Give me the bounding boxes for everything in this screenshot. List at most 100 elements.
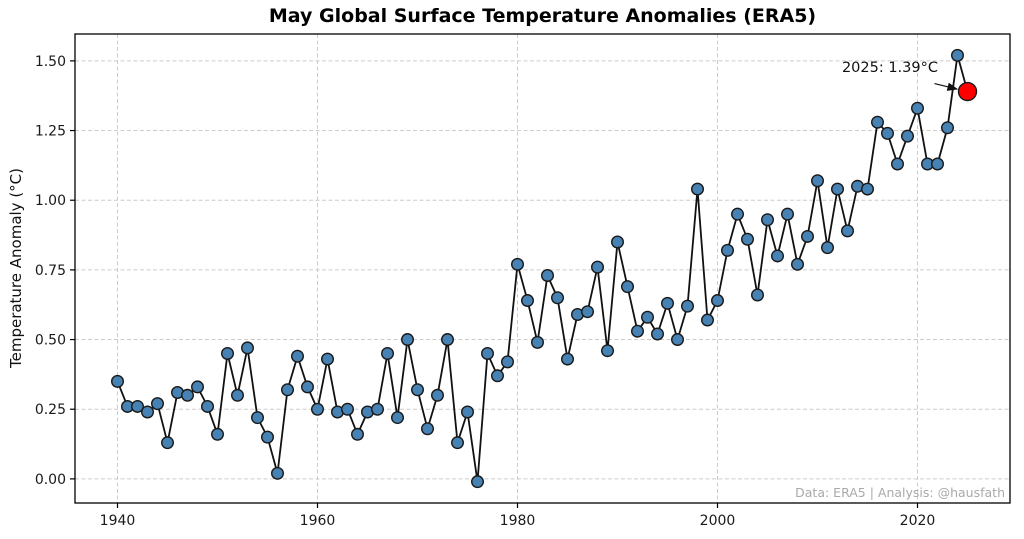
data-point (431, 388, 445, 402)
data-point (601, 344, 615, 358)
annotation-arrow (934, 82, 959, 91)
data-point (681, 299, 695, 313)
data-point (561, 352, 575, 366)
data-point (741, 232, 755, 246)
data-point (371, 402, 385, 416)
data-point (441, 333, 455, 347)
data-point (281, 383, 295, 397)
data-point (381, 346, 395, 360)
data-point (301, 380, 315, 394)
data-point (411, 383, 425, 397)
data-point (881, 126, 895, 140)
data-point (761, 213, 775, 227)
data-point (240, 341, 254, 355)
data-point (130, 399, 144, 413)
data-point (781, 207, 795, 221)
data-point (291, 349, 305, 363)
x-tick-label: 1960 (300, 513, 336, 529)
data-point (261, 430, 275, 444)
data-point (651, 327, 665, 341)
data-point (150, 397, 164, 411)
data-point (491, 369, 505, 383)
data-point (661, 296, 675, 310)
data-point (941, 121, 955, 135)
highlight-point-2025 (957, 81, 978, 102)
data-point (581, 305, 595, 319)
data-point (471, 475, 485, 489)
y-tick-label: 1.50 (35, 54, 66, 70)
data-point (451, 436, 465, 450)
data-point (801, 229, 815, 243)
data-point (250, 411, 264, 425)
data-point (861, 182, 875, 196)
data-point (551, 291, 565, 305)
y-tick-label: 0.25 (35, 402, 66, 418)
data-point (180, 388, 194, 402)
data-point (631, 324, 645, 338)
data-point (461, 405, 475, 419)
data-point (791, 257, 805, 271)
data-point (110, 374, 124, 388)
data-point (691, 182, 705, 196)
data-point (511, 257, 525, 271)
x-tick-label: 2000 (700, 513, 736, 529)
data-point (831, 182, 845, 196)
y-axis-label: Temperature Anomaly (°C) (7, 167, 25, 369)
data-point (311, 402, 325, 416)
data-point (160, 436, 174, 450)
data-point (731, 207, 745, 221)
data-point (931, 157, 945, 171)
data-point (811, 174, 825, 188)
data-line (116, 54, 969, 483)
data-point (351, 427, 365, 441)
x-tick-label: 2020 (900, 513, 936, 529)
x-tick-label: 1980 (500, 513, 536, 529)
y-tick-label: 0.75 (35, 263, 66, 279)
data-point (771, 249, 785, 263)
data-point (701, 313, 715, 327)
data-point (911, 101, 925, 115)
y-tick-label: 1.00 (35, 193, 66, 209)
data-point (901, 129, 915, 143)
data-point (521, 294, 535, 308)
data-point (711, 294, 725, 308)
plot-frame (74, 33, 1011, 504)
watermark-credit: Data: ERA5 | Analysis: @hausfath (795, 485, 1005, 500)
annotation-2025-label: 2025: 1.39°C (841, 60, 938, 76)
data-point (821, 241, 835, 255)
chart-title: May Global Surface Temperature Anomalies… (268, 5, 817, 27)
data-point (721, 243, 735, 257)
data-point (501, 355, 515, 369)
data-point (341, 402, 355, 416)
x-tick-label: 1940 (100, 513, 136, 529)
y-tick-label: 0.50 (35, 333, 66, 349)
data-point (140, 405, 154, 419)
data-point (200, 399, 214, 413)
data-point (611, 235, 625, 249)
data-point (591, 260, 605, 274)
data-point (871, 115, 885, 129)
data-point (421, 422, 435, 436)
data-point (621, 280, 635, 294)
data-point (531, 335, 545, 349)
data-point (541, 268, 555, 282)
data-point (230, 388, 244, 402)
data-point (641, 310, 655, 324)
y-tick-label: 0.00 (35, 472, 66, 488)
data-point (391, 411, 405, 425)
data-point (210, 427, 224, 441)
data-point (321, 352, 335, 366)
data-point (951, 48, 965, 62)
data-point (401, 333, 415, 347)
y-tick-label: 1.25 (35, 124, 66, 140)
data-point (751, 288, 765, 302)
data-point (841, 224, 855, 238)
data-point (671, 333, 685, 347)
data-point (190, 380, 204, 394)
data-point (271, 466, 285, 480)
data-point (891, 157, 905, 171)
data-point (481, 346, 495, 360)
data-point (220, 346, 234, 360)
